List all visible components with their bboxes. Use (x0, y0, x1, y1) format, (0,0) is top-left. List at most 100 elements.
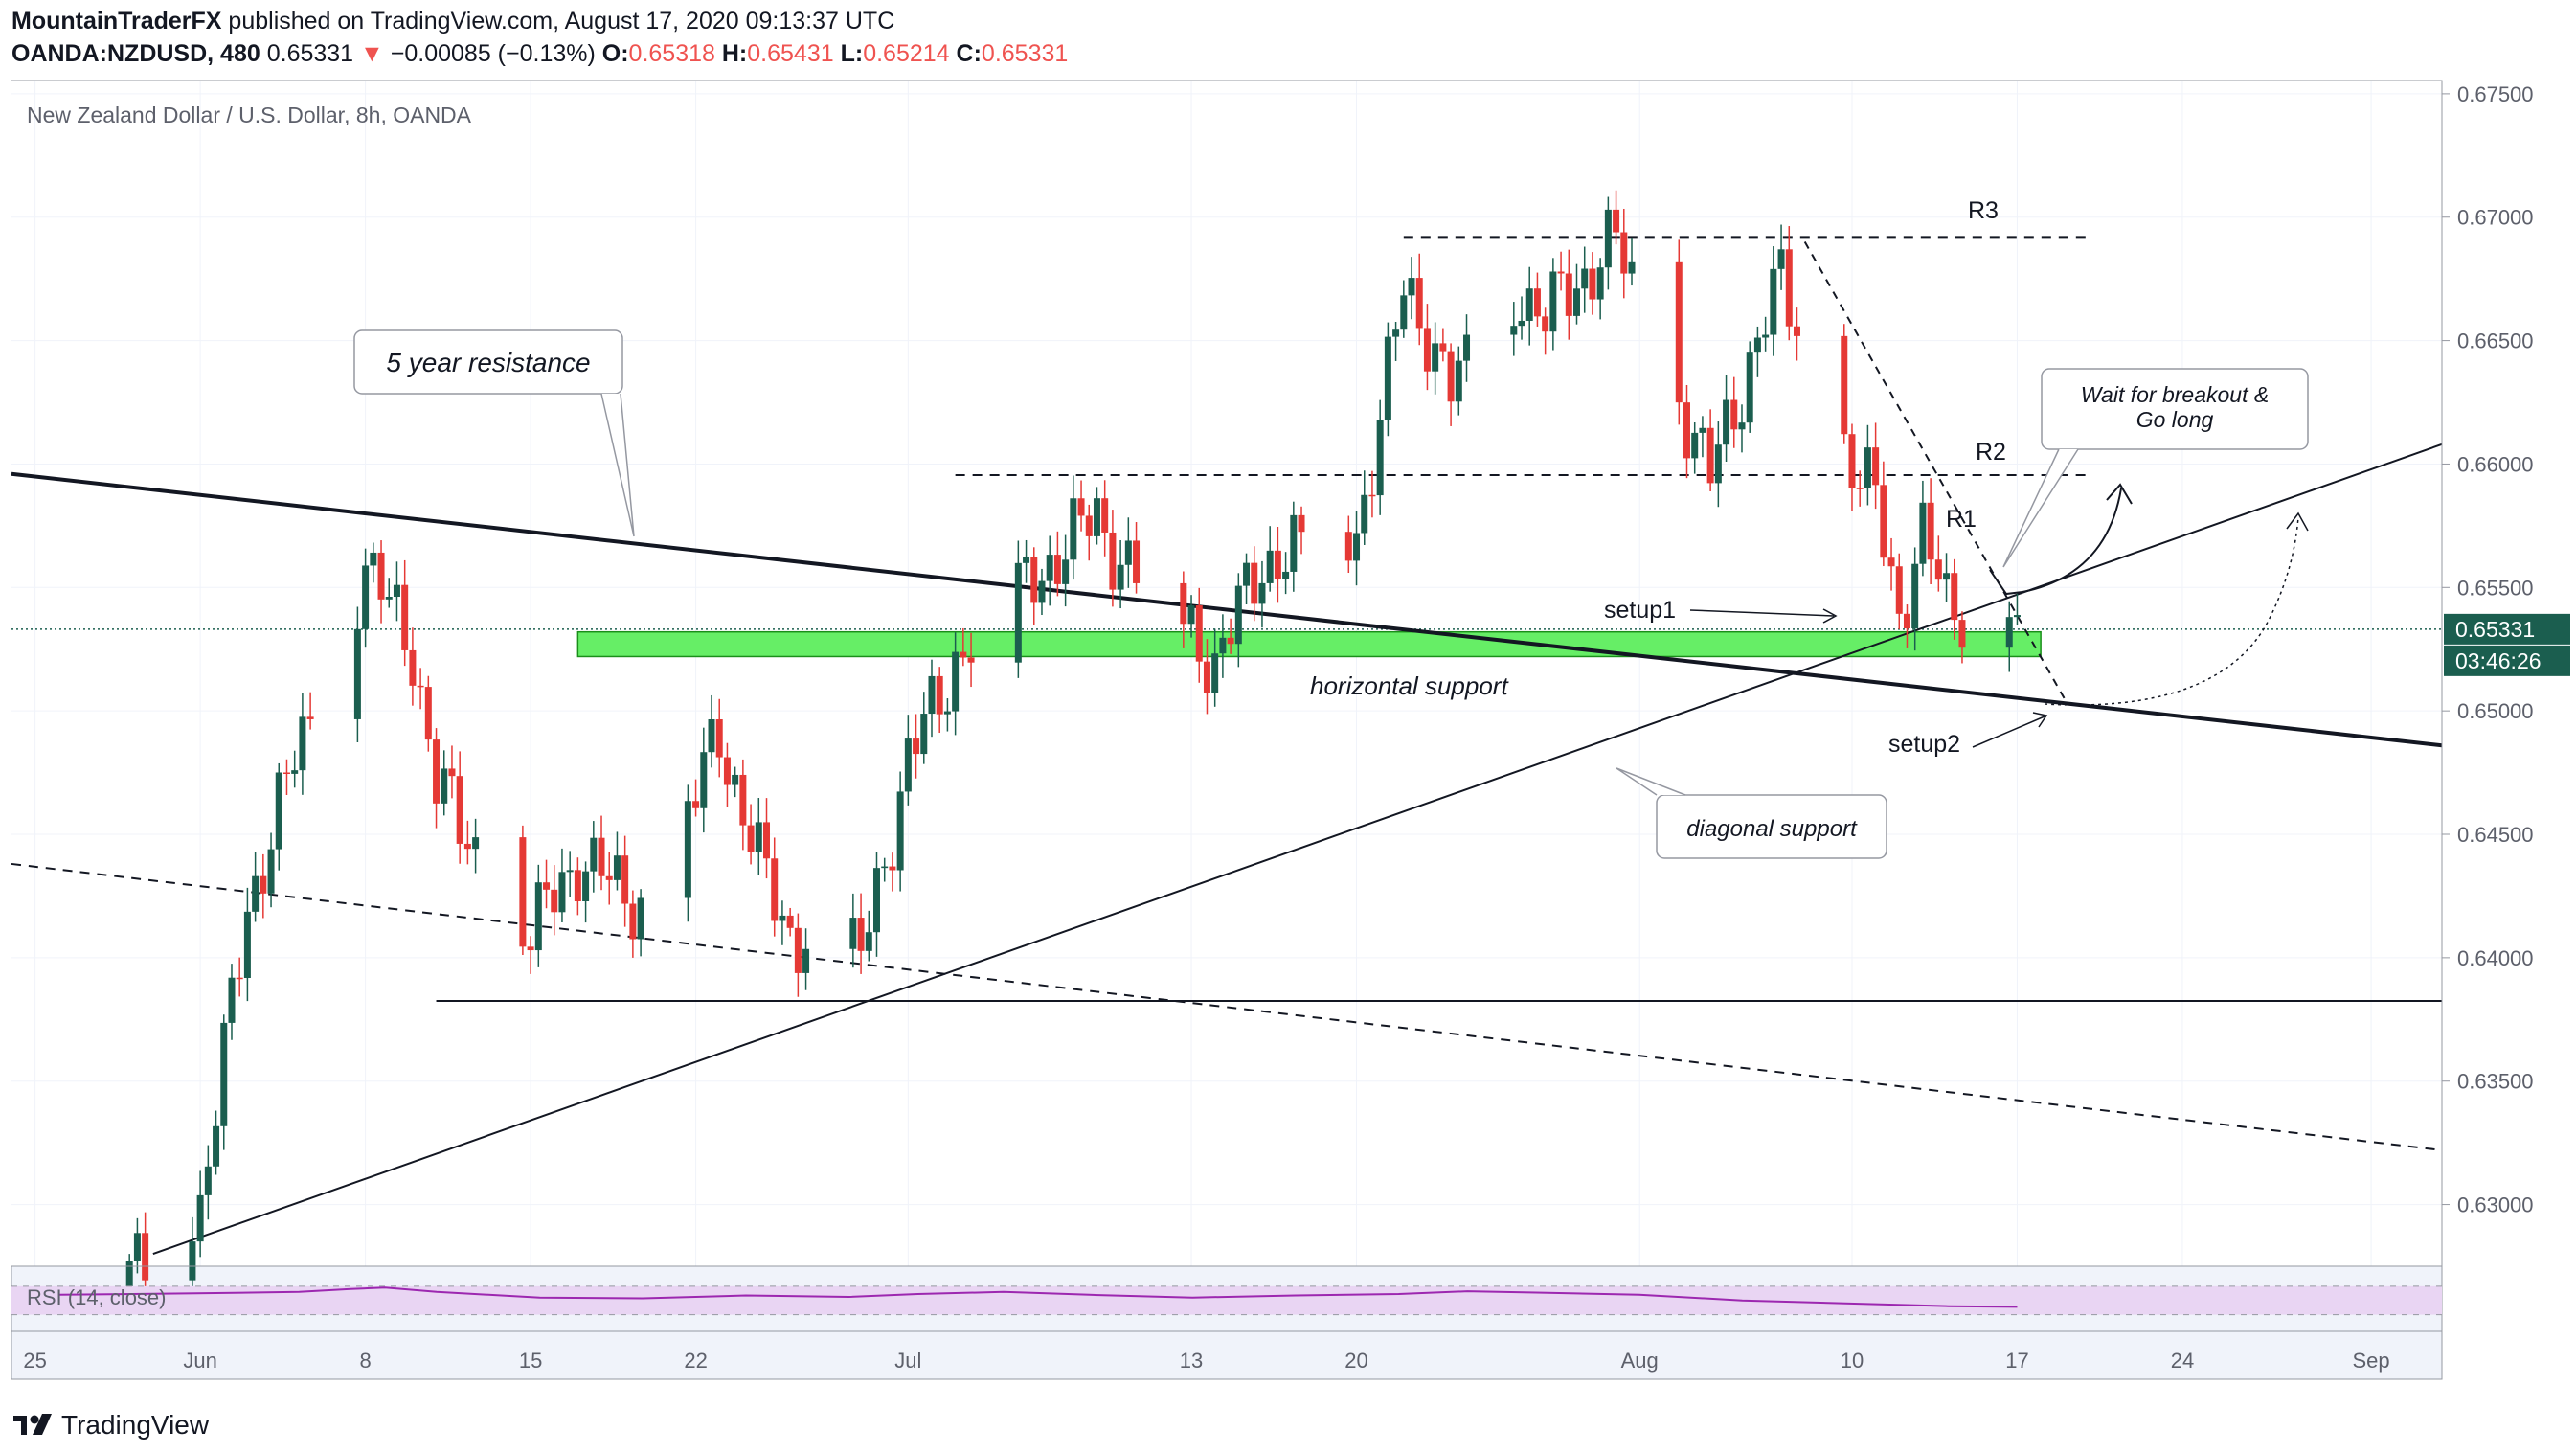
candle-body (621, 855, 629, 904)
rsi-band (11, 1285, 2442, 1315)
candle-body (1589, 268, 1596, 300)
candle-body (1770, 268, 1777, 335)
candle-body (1723, 399, 1730, 445)
long-projection-curve (2022, 488, 2122, 593)
candle-body (1549, 271, 1557, 332)
candle-body (1753, 337, 1761, 353)
tradingview-brand[interactable]: TradingView (61, 1410, 210, 1440)
candle-body (409, 649, 417, 686)
setup2-projection-arrowhead (2286, 511, 2309, 532)
symbol-label: OANDA:NZDUSD, 480 (11, 40, 260, 67)
price-axis[interactable]: 0.67500 0.67000 0.66500 0.66000 0.65500 0.650… (2441, 81, 2570, 1379)
candle-body (857, 918, 865, 951)
candle-body (213, 1125, 220, 1167)
candle-body (1368, 494, 1376, 497)
candle-body (1841, 335, 1848, 435)
rsi-pane[interactable]: RSI (14, close) (11, 1265, 2442, 1316)
resistance-callout-text: 5 year resistance (386, 348, 590, 377)
candle-body (1439, 343, 1447, 352)
open-value: 0.65318 (628, 40, 715, 67)
footer: TradingView (0, 1389, 2576, 1454)
candle-body (629, 903, 637, 940)
candle-body (1211, 653, 1219, 693)
candle-body (1251, 562, 1258, 604)
candle-body (1117, 564, 1124, 590)
candle-body (786, 915, 794, 928)
chart-title: New Zealand Dollar / U.S. Dollar, 8h, OA… (27, 102, 472, 127)
candle-body (692, 801, 700, 808)
chart-header: MountainTraderFX published on TradingVie… (0, 0, 2576, 75)
candle-body (755, 822, 762, 852)
candle-body (267, 849, 275, 894)
candle-body (1023, 557, 1030, 563)
price-chart[interactable]: R3 R2 R1 horizontal support 5 year resistanc… (0, 0, 2576, 1389)
candle-body (1400, 295, 1408, 330)
candle-body (299, 716, 306, 771)
diagonal-callout-box (1656, 794, 1887, 859)
candle-body (1274, 550, 1281, 579)
candle-body (385, 597, 393, 600)
candle-body (1133, 540, 1141, 583)
candle-body (1525, 288, 1533, 321)
candle-body (1958, 620, 1966, 648)
candle-body (306, 716, 314, 719)
candle-body (1423, 328, 1431, 372)
rsi-label: RSI (14, close) (27, 1285, 167, 1309)
candle-body (1895, 566, 1903, 614)
time-tick-label: Jun (183, 1349, 216, 1373)
candle-body (1927, 502, 1934, 560)
time-axis[interactable]: 25 Jun 8 15 22 Jul 13 20 Aug 10 17 24 Sep (11, 1330, 2442, 1373)
candle-body (1762, 334, 1770, 338)
candle-body (865, 932, 872, 951)
candle-body (904, 738, 912, 792)
candle-body (779, 915, 786, 921)
candle-body (1392, 329, 1400, 337)
candle-body (142, 1233, 149, 1281)
level-lines (11, 236, 2442, 1002)
candle-body (1730, 399, 1738, 430)
candle-body (1070, 498, 1077, 560)
candle-body (1848, 434, 1856, 488)
tradingview-logo-icon[interactable] (13, 1408, 56, 1441)
time-tick-label: 20 (1344, 1349, 1367, 1373)
candle-body (1557, 271, 1565, 274)
last-price-badge (2444, 613, 2570, 645)
candle-body (543, 882, 551, 890)
candle-body (1062, 559, 1070, 584)
candle-body (282, 772, 290, 774)
candle-body (1934, 559, 1942, 580)
candle-body (1415, 278, 1423, 329)
candle-body (433, 739, 441, 804)
high-value: 0.65431 (747, 40, 834, 67)
grid-lines (11, 81, 2442, 1266)
candle-body (1361, 494, 1368, 534)
candle-body (441, 768, 448, 804)
candle-body (1290, 514, 1298, 572)
price-change: −0.00085 (−0.13%) (390, 40, 596, 67)
five-year-resistance-line (11, 471, 2443, 748)
candle-body (558, 872, 566, 913)
candle-body (700, 752, 708, 808)
candle-body (1691, 432, 1699, 459)
candle-body (189, 1241, 196, 1281)
author-name[interactable]: MountainTraderFX (11, 8, 222, 34)
candle-body (393, 584, 400, 598)
price-tick-label: 0.64500 (2457, 823, 2534, 847)
candle-body (377, 552, 385, 600)
candle-body (448, 768, 456, 777)
setup1-arrow-line (1689, 609, 1835, 617)
close-label: C: (956, 40, 982, 67)
candle-body (1864, 447, 1871, 488)
candle-body (1596, 267, 1604, 300)
candles (125, 190, 2021, 1316)
candle-body (1785, 249, 1793, 327)
candle-body (125, 1261, 133, 1291)
candle-body (1101, 498, 1109, 533)
candle-body (456, 776, 463, 844)
price-tick-label: 0.66000 (2457, 452, 2534, 476)
countdown-badge (2444, 645, 2570, 676)
candle-body (1266, 550, 1274, 583)
rsi-line (58, 1286, 2018, 1308)
candle-body (1180, 582, 1187, 625)
candle-body (849, 918, 857, 949)
